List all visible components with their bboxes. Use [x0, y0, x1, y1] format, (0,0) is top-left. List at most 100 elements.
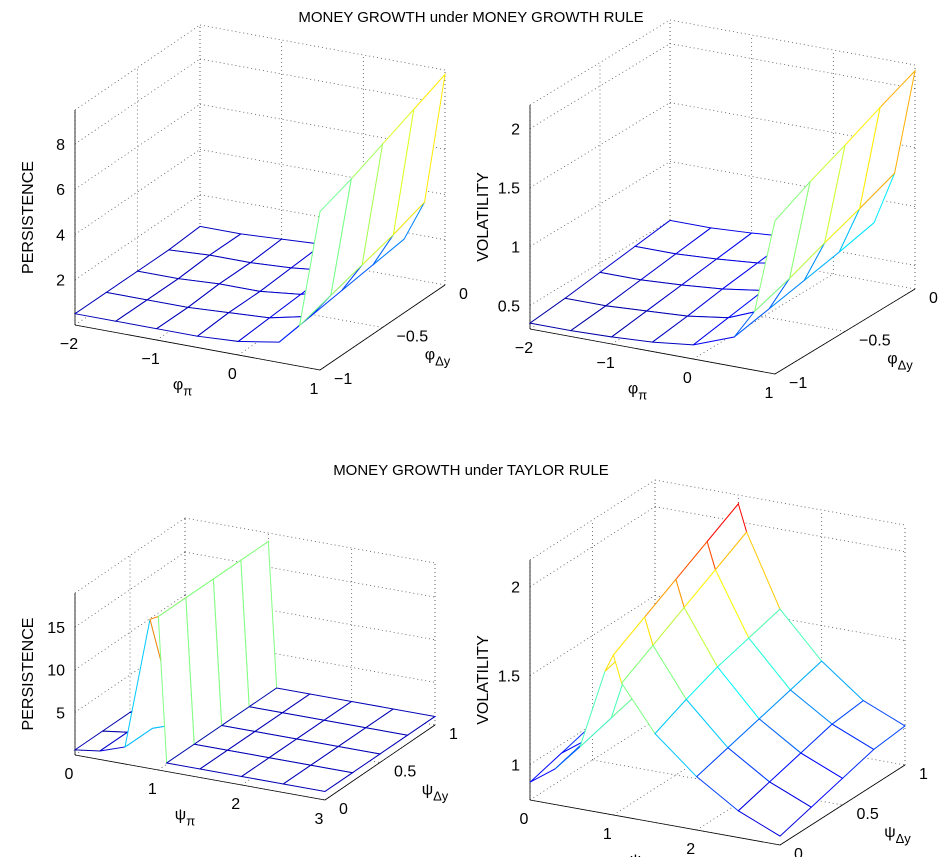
z-axis-label: PERSISTENCE	[20, 618, 37, 731]
y-axis-label: φΔy	[887, 351, 913, 373]
grid-line	[529, 595, 656, 676]
z-tick-label: 2	[511, 580, 520, 597]
y-tick-label: 0.5	[394, 764, 416, 781]
mesh-cell	[282, 764, 354, 793]
z-axis-label: VOLATILITY	[475, 172, 492, 262]
grid-line	[669, 161, 916, 207]
grid-line	[529, 719, 656, 801]
x-axis-label-main: φ	[173, 377, 183, 394]
x-tick-label: 1	[148, 781, 157, 798]
y-axis	[774, 288, 916, 375]
z-tick-label: 4	[56, 227, 65, 244]
y-axis	[779, 764, 906, 846]
z-tick-label: 1.5	[498, 181, 520, 198]
grid-line	[669, 102, 916, 148]
y-axis-label-main: φ	[887, 351, 897, 368]
x-axis-label-sub: π	[186, 814, 195, 829]
z-axis-label: VOLATILITY	[475, 635, 492, 725]
box-edge	[199, 24, 446, 71]
x-tick-label: −1	[597, 355, 615, 372]
mesh-cell	[298, 177, 353, 327]
grid-line	[529, 684, 656, 765]
y-axis-label-sub: Δy	[435, 354, 451, 369]
z-tick-label: 2	[56, 273, 65, 290]
grid-line	[613, 734, 739, 816]
grid-line	[529, 506, 656, 588]
x-axis	[74, 754, 326, 801]
z-tick-label: 2	[511, 122, 520, 139]
x-axis	[74, 324, 321, 371]
y-axis-label-sub: Δy	[898, 358, 914, 373]
y-axis	[324, 724, 436, 801]
grid-line	[529, 43, 671, 129]
grid-line	[529, 161, 671, 247]
box-edge	[529, 479, 656, 561]
z-tick-label: 1.5	[498, 669, 520, 686]
grid-line	[529, 102, 671, 188]
x-tick-label: 0	[520, 811, 529, 828]
x-tick-label: 1	[310, 381, 319, 398]
y-axis-label-main: ψ	[422, 782, 433, 799]
box-edge	[654, 479, 906, 526]
z-tick-label: 10	[47, 663, 65, 680]
x-axis-label-sub: π	[183, 384, 192, 399]
z-axis-label: PERSISTENCE	[20, 161, 37, 274]
y-tick-label: 0	[929, 290, 938, 307]
x-tick-label: 2	[231, 796, 240, 813]
x-axis	[529, 328, 776, 375]
mesh-cell	[737, 781, 813, 837]
x-axis-label: ψπ	[175, 807, 195, 829]
x-axis-label: ψπ	[630, 852, 650, 857]
y-tick-label: −1	[789, 375, 807, 392]
grid-line	[669, 43, 916, 89]
x-tick-label: 1	[765, 385, 774, 402]
x-axis-label: φπ	[173, 377, 192, 399]
row-title: MONEY GROWTH under TAYLOR RULE	[333, 462, 609, 479]
box-edge	[669, 19, 916, 66]
grid-line	[696, 749, 822, 831]
x-tick-label: 0	[683, 370, 692, 387]
x-axis-label-main: φ	[628, 381, 638, 398]
z-tick-label: 5	[56, 705, 65, 722]
mesh-cell	[529, 739, 587, 783]
x-tick-label: 0	[228, 366, 237, 383]
grid-line	[74, 58, 201, 145]
z-tick-label: 6	[56, 182, 65, 199]
y-axis-label: φΔy	[425, 347, 451, 369]
y-tick-label: 0.5	[857, 806, 879, 823]
x-tick-label: −2	[515, 340, 533, 357]
grid-line	[654, 506, 906, 553]
x-axis-label-main: ψ	[175, 807, 186, 824]
x-axis-label-main: ψ	[630, 852, 641, 857]
x-tick-label: 3	[315, 811, 324, 828]
z-tick-label: 1	[511, 239, 520, 256]
grid-line	[199, 149, 446, 195]
grid-line	[74, 103, 201, 190]
x-tick-label: 0	[65, 766, 74, 783]
row-title: MONEY GROWTH under MONEY GROWTH RULE	[298, 9, 643, 26]
y-tick-label: −0.5	[859, 333, 891, 350]
y-tick-label: 0	[459, 286, 468, 303]
z-tick-label: 8	[56, 137, 65, 154]
box-edge	[529, 19, 671, 106]
grid-line	[199, 58, 446, 105]
y-tick-label: 0	[339, 801, 348, 818]
x-tick-label: −1	[142, 351, 160, 368]
y-axis-label-sub: Δy	[433, 789, 449, 804]
x-tick-label: −2	[60, 336, 78, 353]
z-tick-label: 1	[511, 757, 520, 774]
mesh-cell	[753, 180, 811, 313]
y-tick-label: −1	[334, 371, 352, 388]
x-axis-label-sub: π	[638, 388, 647, 403]
grid-line	[199, 103, 446, 150]
grid-line	[693, 273, 834, 360]
x-tick-label: 2	[686, 841, 695, 857]
y-axis	[319, 284, 446, 371]
y-axis-label-sub: Δy	[896, 831, 912, 846]
x-tick-label: 1	[603, 826, 612, 843]
z-tick-label: 15	[47, 620, 65, 637]
x-axis	[529, 799, 781, 846]
y-tick-label: 0	[794, 846, 803, 857]
grid-line	[529, 220, 671, 306]
x-axis-label: φπ	[628, 381, 647, 403]
